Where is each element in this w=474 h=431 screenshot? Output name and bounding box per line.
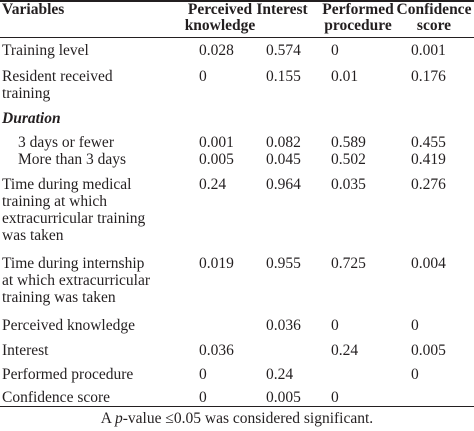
row-label: 3 days or fewer (2, 134, 114, 151)
table-cell: 0.24 (199, 176, 227, 193)
row-label: Training level (2, 42, 89, 59)
table-cell: 0 (199, 366, 207, 383)
table-cell: 0.036 (266, 317, 301, 334)
table-cell: 0.005 (199, 151, 234, 168)
table-cell: 0.502 (331, 151, 366, 168)
table-cell: 0.574 (266, 42, 301, 59)
row-label: Resident received training (2, 68, 113, 102)
row-label-line: Perceived knowledge (2, 317, 135, 334)
table-cell: 0.276 (411, 176, 446, 193)
header-perceived-knowledge-line2: knowledge (184, 17, 256, 34)
header-perceived-knowledge-line1: Perceived (187, 1, 253, 18)
table-cell: 0 (199, 68, 207, 85)
row-label: Time during internship at which extracurr… (2, 255, 150, 306)
footnote-prefix: A (100, 410, 116, 427)
table-cell: 0.035 (331, 176, 366, 193)
header-variables: Variables (2, 2, 64, 18)
section-label: Duration (2, 110, 61, 127)
row-label: Confidence score (2, 389, 110, 406)
header-perceived-knowledge: Perceived knowledge (180, 2, 260, 34)
footnote-suffix: -value ≤0.05 was considered significant. (122, 410, 374, 427)
row-label: Perceived knowledge (2, 317, 135, 334)
table-cell: 0 (331, 317, 339, 334)
header-confidence-score-line2: score (416, 17, 452, 34)
header-confidence-score: Confidence score (394, 2, 474, 34)
table-cell: 0.964 (266, 176, 301, 193)
table-cell: 0.019 (199, 255, 234, 272)
header-performed-procedure-line2: procedure (324, 17, 392, 34)
table-cell: 0.005 (266, 389, 301, 406)
table-cell: 0.028 (199, 42, 234, 59)
row-label: More than 3 days (2, 151, 126, 168)
table-cell: 0.155 (266, 68, 301, 85)
table-cell: 0.24 (266, 366, 294, 383)
table-cell: 0.24 (331, 342, 359, 359)
header-performed-procedure-line1: Performed (322, 1, 394, 18)
row-label-line: Resident received (2, 68, 113, 85)
table-cell: 0.045 (266, 151, 301, 168)
table-cell: 0.176 (411, 68, 446, 85)
row-label: Interest (2, 342, 48, 359)
table-header-rule (0, 37, 474, 38)
header-performed-procedure: Performed procedure (318, 2, 398, 34)
table-cell: 0 (331, 389, 339, 406)
table-cell: 0 (331, 42, 339, 59)
header-confidence-score-line1: Confidence (396, 1, 472, 18)
table-bottom-rule (0, 406, 474, 407)
table-cell: 0.005 (411, 342, 446, 359)
table-cell: 0.001 (411, 42, 446, 59)
footnote-p-italic: p (115, 410, 123, 427)
row-label-line: extracurricular training (2, 210, 146, 227)
row-label-line: 3 days or fewer (18, 134, 114, 151)
header-interest: Interest (254, 2, 310, 18)
table-cell: 0 (199, 389, 207, 406)
table-cell: 0.082 (266, 134, 301, 151)
table-cell: 0.01 (331, 68, 359, 85)
table-cell: 0.455 (411, 134, 446, 151)
header-variables-text: Variables (2, 1, 65, 18)
row-label-line: Interest (2, 342, 49, 359)
table-footnote: A p-value ≤0.05 was considered significa… (0, 410, 474, 428)
row-label: Performed procedure (2, 366, 133, 383)
table-cell: 0 (411, 366, 419, 383)
table-cell: 0.001 (199, 134, 234, 151)
row-label-line: More than 3 days (18, 151, 127, 168)
row-label-line: Training level (2, 42, 89, 59)
row-label-line: Performed procedure (2, 366, 134, 383)
row-label-line: Time during internship (2, 255, 145, 272)
table-cell: 0.725 (331, 255, 366, 272)
row-label-line: at which extracurricular (2, 272, 151, 289)
header-interest-line1: Interest (256, 1, 308, 18)
table-cell: 0.955 (266, 255, 301, 272)
row-label-line: Confidence score (2, 389, 111, 406)
row-label-line: training was taken (2, 289, 116, 306)
table-cell: 0.589 (331, 134, 366, 151)
row-label-line: training (2, 85, 51, 102)
row-label-line: was taken (2, 227, 64, 244)
row-label-line: training at which (2, 193, 108, 210)
table-cell: 0.004 (411, 255, 446, 272)
table-cell: 0.419 (411, 151, 446, 168)
table-cell: 0.036 (199, 342, 234, 359)
table-cell: 0 (411, 317, 419, 334)
row-label-line: Time during medical (2, 176, 132, 193)
table-top-rule (0, 0, 474, 2)
row-label: Time during medical training at which extr… (2, 176, 145, 244)
